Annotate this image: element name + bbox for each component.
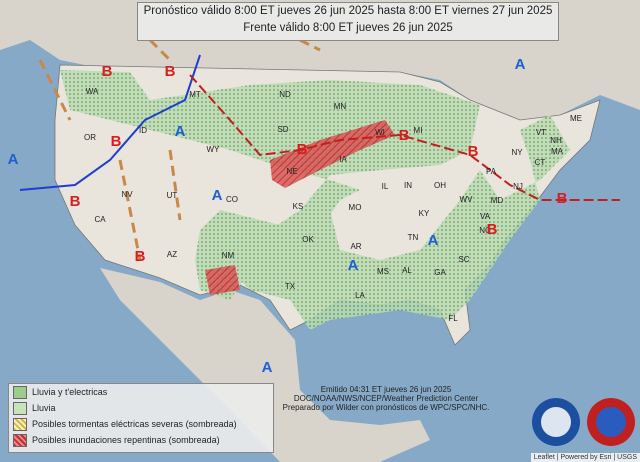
flood-area <box>270 120 395 188</box>
state-label: MD <box>491 196 504 205</box>
state-label: OH <box>434 181 446 190</box>
high-pressure: A <box>262 359 273 376</box>
low-pressure: B <box>487 221 498 238</box>
state-label: SC <box>458 255 469 264</box>
low-pressure: B <box>297 141 308 158</box>
state-label: CA <box>94 215 106 224</box>
state-label: FL <box>448 314 458 323</box>
low-pressure: B <box>102 63 113 80</box>
state-label: TN <box>408 233 419 242</box>
low-pressure: B <box>468 143 479 160</box>
state-label: SD <box>277 125 288 134</box>
stationary-front <box>189 74 620 201</box>
state-label: NY <box>511 148 523 157</box>
header-line: Frente válido 8:00 ET jueves 26 jun 2025 <box>243 22 453 34</box>
logos <box>532 398 635 446</box>
footer-line: Emitido 04:31 ET jueves 26 jun 2025 <box>320 385 452 394</box>
state-label: MO <box>349 203 362 212</box>
attribution: Leaflet | Powered by Esri | USGS <box>530 453 640 462</box>
state-label: NJ <box>513 182 523 191</box>
state-label: NE <box>286 167 297 176</box>
state-label: MA <box>551 147 564 156</box>
rain-area <box>60 70 570 330</box>
state-label: IA <box>339 155 347 164</box>
cold-front <box>19 54 201 191</box>
state-label: WY <box>207 145 221 154</box>
state-label: ID <box>139 126 147 135</box>
low-pressure: B <box>70 193 81 210</box>
state-label: VT <box>536 128 546 137</box>
state-label: PA <box>486 167 497 176</box>
legend-label: Lluvia <box>32 403 56 413</box>
header: Pronóstico válido 8:00 ET jueves 26 jun … <box>137 2 559 41</box>
legend-item: Posibles inundaciones repentinas (sombre… <box>9 432 273 448</box>
state-label: WA <box>86 87 99 96</box>
state-label: UT <box>167 191 178 200</box>
state-label: CT <box>535 158 546 167</box>
high-pressure: A <box>212 187 223 204</box>
state-label: MS <box>377 267 389 276</box>
state-label: IN <box>404 181 412 190</box>
high-pressure: A <box>515 56 526 73</box>
high-pressure: A <box>428 232 439 249</box>
state-label: AL <box>402 266 412 275</box>
state-label: MI <box>414 126 423 135</box>
state-label: NH <box>550 136 562 145</box>
state-label: LA <box>355 291 365 300</box>
high-pressure: A <box>8 151 19 168</box>
nws-logo-inner <box>596 407 626 437</box>
state-label: MN <box>334 102 347 111</box>
footer-line: DOC/NOAA/NWS/NCEP/Weather Prediction Cen… <box>293 394 479 403</box>
low-pressure: B <box>557 190 568 207</box>
state-label: VA <box>480 212 491 221</box>
state-label: GA <box>434 268 446 277</box>
low-pressure: B <box>111 133 122 150</box>
state-label: NV <box>121 190 133 199</box>
state-label: MT <box>189 90 201 99</box>
header-line: Pronóstico válido 8:00 ET jueves 26 jun … <box>143 5 553 17</box>
state-label: CO <box>226 195 238 204</box>
state-label: WI <box>375 128 385 137</box>
state-label: WV <box>460 195 474 204</box>
high-pressure: A <box>175 123 186 140</box>
legend-label: Posibles inundaciones repentinas (sombre… <box>32 435 220 445</box>
state-label: IL <box>382 182 389 191</box>
state-label: KS <box>293 202 304 211</box>
state-label: OR <box>84 133 96 142</box>
state-label: OK <box>302 235 314 244</box>
low-pressure: B <box>135 248 146 265</box>
state-label: AR <box>350 242 361 251</box>
mexico <box>100 268 430 462</box>
noaa-logo-inner <box>541 407 571 437</box>
footer-line: Preparado por Wilder con pronósticos de … <box>282 403 490 412</box>
state-label: KY <box>419 209 430 218</box>
low-pressure: B <box>399 127 410 144</box>
flood-area <box>205 265 240 295</box>
legend-label: Posibles tormentas eléctricas severas (s… <box>32 419 237 429</box>
trough <box>38 38 321 261</box>
state-label: ME <box>570 114 582 123</box>
state-label: AZ <box>167 250 177 259</box>
legend-item: Lluvia y t'electricas <box>9 384 273 400</box>
high-pressure: A <box>348 257 359 274</box>
state-label: ND <box>279 90 291 99</box>
footer: Emitido 04:31 ET jueves 26 jun 2025 DOC/… <box>268 385 504 412</box>
low-pressure: B <box>165 63 176 80</box>
legend-item: Lluvia <box>9 400 273 416</box>
legend-item: Posibles tormentas eléctricas severas (s… <box>9 416 273 432</box>
state-label: NM <box>222 251 235 260</box>
state-label: TX <box>285 282 296 291</box>
legend-label: Lluvia y t'electricas <box>32 387 108 397</box>
state-label: NC <box>479 226 491 235</box>
legend: Lluvia y t'electricas Lluvia Posibles to… <box>8 383 274 453</box>
